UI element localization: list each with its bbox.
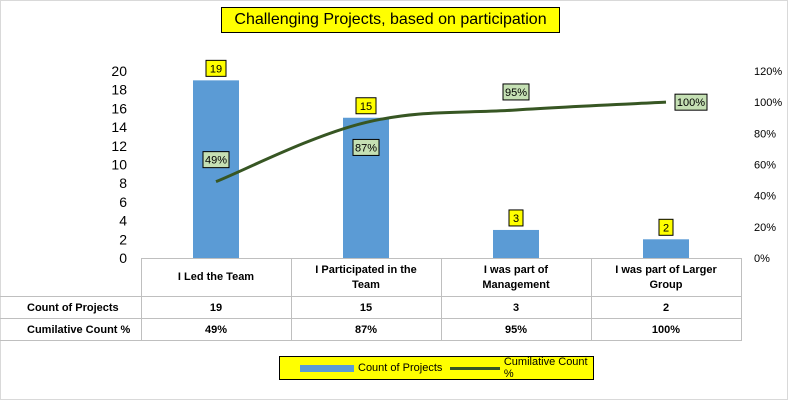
line-data-label-box <box>502 83 530 101</box>
y-right-tick-label: 100% <box>754 97 782 109</box>
y-right-tick-label: 20% <box>754 222 776 234</box>
bar-data-label-box <box>205 59 227 77</box>
data-table-category-3: I was part of Management <box>440 258 592 297</box>
data-table-category-4: I was part of Larger Group <box>590 258 742 297</box>
y-right-tick-label: 80% <box>754 128 776 140</box>
bar-data-label: 2 <box>663 222 669 234</box>
data-table-row-label: Cumilative Count % <box>0 318 142 341</box>
bar <box>643 239 689 258</box>
y-right-tick-label: 120% <box>754 66 782 78</box>
data-table-corner <box>0 258 142 297</box>
line-data-label: 49% <box>205 155 227 167</box>
bar-data-label-box <box>658 218 674 236</box>
data-table-cell: 2 <box>590 296 742 319</box>
line-data-label: 95% <box>505 87 527 99</box>
bar <box>493 229 539 258</box>
y-left-tick-label: 6 <box>119 194 127 210</box>
data-table-cell: 19 <box>140 296 292 319</box>
line-data-label-box <box>674 93 708 111</box>
chart-data-table: I Led the Team I Participated in the Team… <box>0 258 742 341</box>
bar-data-label: 3 <box>513 213 519 225</box>
y-right-tick-label: 60% <box>754 160 776 172</box>
data-table-cell: 15 <box>290 296 442 319</box>
y-left-tick-label: 12 <box>111 138 127 154</box>
line-data-label: 87% <box>355 142 377 154</box>
data-table-row-label: Count of Projects <box>0 296 142 319</box>
y-left-tick-label: 20 <box>111 63 127 79</box>
y-left-tick-label: 10 <box>111 157 127 173</box>
category-2-line-1: I Participated in the <box>315 263 417 276</box>
bar <box>193 80 239 258</box>
data-table-category-1: I Led the Team <box>140 258 292 297</box>
legend-label-cumulative: Cumilative Count % <box>503 356 588 380</box>
line-data-label-box <box>202 151 230 169</box>
y-left-tick-label: 16 <box>111 100 127 116</box>
y-right-tick-label: 40% <box>754 191 776 203</box>
data-table-category-2: I Participated in the Team <box>290 258 442 297</box>
bar-data-label-box <box>355 97 377 115</box>
legend-line-swatch <box>450 366 500 370</box>
data-table-cell: 3 <box>440 296 592 319</box>
category-4-line-1: I was part of Larger <box>615 263 717 276</box>
data-table-cell: 87% <box>290 318 442 341</box>
data-table-cell: 100% <box>590 318 742 341</box>
y-left-tick-label: 8 <box>119 175 127 191</box>
y-left-tick-label: 18 <box>111 82 127 98</box>
line-data-label-box <box>352 138 380 156</box>
y-left-tick-label: 0 <box>119 250 127 266</box>
legend-item-count: Count of Projects <box>300 357 442 379</box>
bar <box>343 117 389 258</box>
bar-data-label: 19 <box>210 63 222 75</box>
legend-bar-swatch <box>300 364 354 372</box>
data-table-cell: 49% <box>140 318 292 341</box>
cumulative-line <box>215 100 667 184</box>
bar-data-label-box <box>508 209 524 227</box>
y-left-tick-label: 4 <box>119 213 127 229</box>
data-table-cell: 95% <box>440 318 592 341</box>
category-3-line-2: Management <box>482 278 550 291</box>
legend-label-count: Count of Projects <box>358 362 443 374</box>
category-4-line-2: Group <box>649 278 683 291</box>
category-1-line-1: I Led the Team <box>177 271 255 283</box>
data-table-row-cumulative: Cumilative Count % 49% 87% 95% 100% <box>0 318 742 341</box>
y-left-tick-label: 2 <box>119 231 127 247</box>
chart-legend: Count of Projects Cumilative Count % <box>279 356 594 380</box>
legend-item-cumulative: Cumilative Count % <box>450 356 593 380</box>
chart-title: Challenging Projects, based on participa… <box>221 7 560 33</box>
category-2-line-2: Team <box>352 278 380 291</box>
line-data-label: 100% <box>677 97 705 109</box>
bar-data-label: 15 <box>360 101 372 113</box>
data-table-row-count: Count of Projects 19 15 3 2 <box>0 296 742 319</box>
data-table-category-row: I Led the Team I Participated in the Team… <box>0 258 742 297</box>
category-3-line-1: I was part of <box>483 263 549 276</box>
y-left-tick-label: 14 <box>111 119 127 135</box>
y-right-tick-label: 0% <box>754 253 770 265</box>
